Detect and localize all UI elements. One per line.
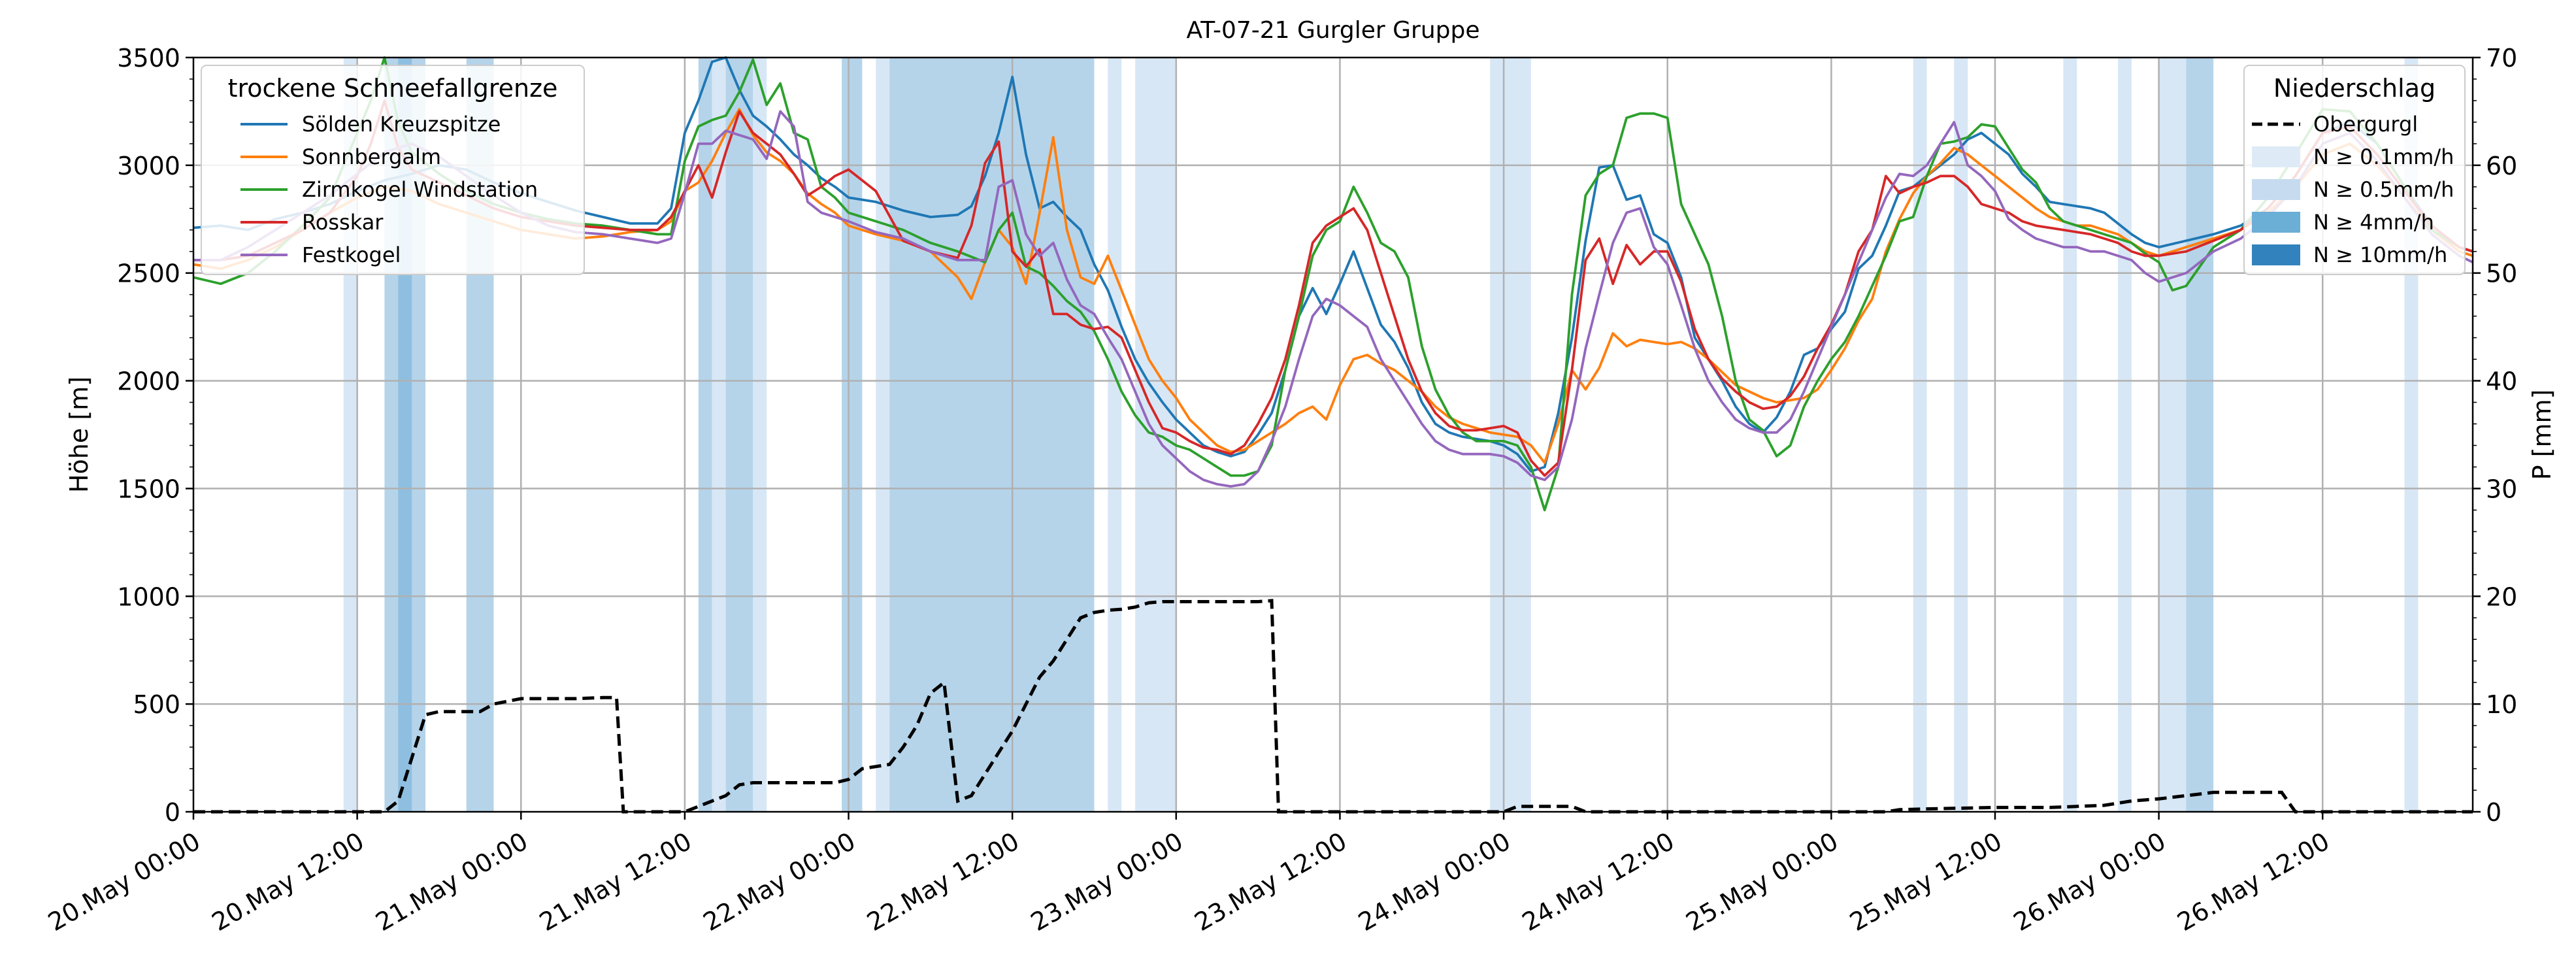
legend-precip-label: N ≥ 10mm/h [2313,242,2447,267]
precip-band [842,58,863,812]
precip-band [1108,58,1122,812]
y-left-tick-label: 2500 [117,259,180,288]
precip-band [2158,58,2173,812]
legend-precip-swatch [2252,212,2300,233]
series-line [193,99,2473,477]
legend-snow-label: Zirmkogel Windstation [302,177,538,202]
y-left-tick-label: 0 [165,798,180,827]
legend-precip-label: N ≥ 0.5mm/h [2313,177,2454,202]
y-right-tick-label: 40 [2486,367,2517,396]
series-lines [193,56,2473,512]
y-axis-right-label: P [mm] [2528,390,2556,480]
chart-title: AT-07-21 Gurgler Gruppe [1186,17,1479,44]
y-right-tick-label: 60 [2486,152,2517,180]
legend-precip-title: Niederschlag [2273,74,2436,103]
precip-band [698,58,712,812]
legend-snow-label: Rosskar [302,210,384,235]
precip-band [2117,58,2132,812]
legend-snow-title: trockene Schneefallgrenze [228,74,558,103]
y-left-tick-label: 1000 [117,582,180,611]
legend-precip-label: N ≥ 0.1mm/h [2313,144,2454,169]
series-line [193,110,2473,488]
legend-precip-swatch [2252,146,2300,167]
precip-line [193,599,2473,814]
y-right-tick-label: 70 [2486,44,2517,73]
legend-snow-label: Sonnbergalm [302,144,441,169]
y-left-tick-label: 2000 [117,367,180,396]
precip-band [889,58,1095,812]
legend-precip-swatch [2252,244,2300,265]
precip-line-layer [193,599,2473,814]
y-right-tick-label: 50 [2486,259,2517,288]
legend-snow: trockene Schneefallgrenze Sölden Kreuzsp… [201,65,585,275]
legend-precip: Niederschlag Obergurgl N ≥ 0.1mm/h N ≥ 0.5… [2243,65,2466,275]
series-line [193,56,2473,473]
legend-precip-label: Obergurgl [2313,112,2418,137]
precip-band [753,58,767,812]
y-right-tick-label: 20 [2486,582,2517,611]
series-line [193,108,2473,464]
y-left-tick-label: 3500 [117,44,180,73]
y-right-tick-label: 30 [2486,475,2517,503]
y-left-tick-label: 3000 [117,152,180,180]
precip-band [725,58,753,812]
y-right-tick-label: 10 [2486,690,2517,719]
precip-band [2172,58,2187,812]
precip-band [2063,58,2077,812]
legend-precip-label: N ≥ 4mm/h [2313,210,2434,235]
series-line [193,56,2473,512]
precip-band [1954,58,1968,812]
precip-band [712,58,726,812]
precip-band [876,58,890,812]
legend-snow-frame [201,65,585,275]
y-axis-left-label: Höhe [m] [65,376,93,493]
y-left-tick-label: 500 [133,690,180,719]
legend-snow-label: Festkogel [302,242,401,267]
precip-band [1913,58,1927,812]
y-right-tick-label: 0 [2486,798,2502,827]
legend-precip-swatch [2252,179,2300,200]
legend-snow-label: Sölden Kreuzspitze [302,112,501,137]
precip-bands [343,58,2419,812]
plot-frame [192,56,2474,813]
y-left-tick-label: 1500 [117,475,180,503]
precip-band [2186,58,2214,812]
